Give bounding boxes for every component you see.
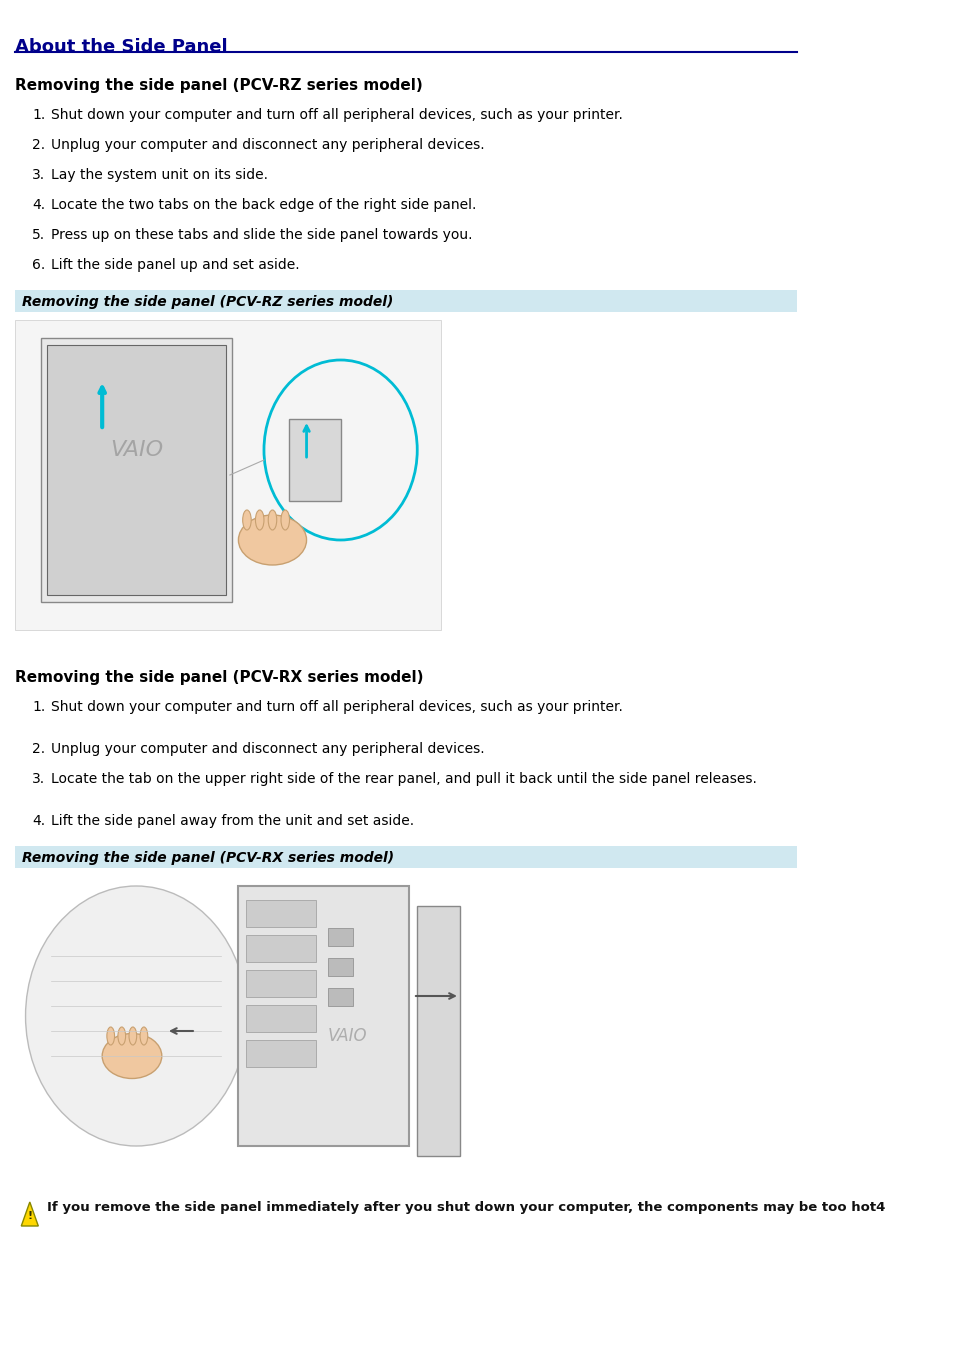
Text: 5.: 5.: [32, 228, 46, 242]
Ellipse shape: [102, 1034, 162, 1078]
FancyBboxPatch shape: [246, 935, 315, 962]
Text: Locate the tab on the upper right side of the rear panel, and pull it back until: Locate the tab on the upper right side o…: [51, 771, 756, 786]
Ellipse shape: [118, 1027, 126, 1046]
Ellipse shape: [242, 509, 251, 530]
FancyBboxPatch shape: [328, 928, 353, 946]
FancyBboxPatch shape: [246, 1040, 315, 1067]
Text: Unplug your computer and disconnect any peripheral devices.: Unplug your computer and disconnect any …: [51, 138, 484, 153]
Ellipse shape: [238, 515, 306, 565]
Text: Unplug your computer and disconnect any peripheral devices.: Unplug your computer and disconnect any …: [51, 742, 484, 757]
Text: If you remove the side panel immediately after you shut down your computer, the : If you remove the side panel immediately…: [47, 1201, 884, 1215]
Ellipse shape: [255, 509, 264, 530]
Text: 1.: 1.: [32, 108, 46, 122]
FancyBboxPatch shape: [246, 1005, 315, 1032]
Text: Removing the side panel (PCV-RZ series model): Removing the side panel (PCV-RZ series m…: [22, 295, 393, 309]
Text: Locate the two tabs on the back edge of the right side panel.: Locate the two tabs on the back edge of …: [51, 199, 476, 212]
FancyBboxPatch shape: [289, 419, 341, 501]
Text: Lift the side panel away from the unit and set aside.: Lift the side panel away from the unit a…: [51, 815, 414, 828]
FancyBboxPatch shape: [15, 290, 796, 312]
FancyBboxPatch shape: [15, 846, 796, 867]
Text: Lay the system unit on its side.: Lay the system unit on its side.: [51, 168, 268, 182]
Text: 1.: 1.: [32, 700, 46, 713]
FancyBboxPatch shape: [15, 320, 440, 630]
Text: Removing the side panel (PCV-RX series model): Removing the side panel (PCV-RX series m…: [22, 851, 394, 865]
Text: Lift the side panel up and set aside.: Lift the side panel up and set aside.: [51, 258, 299, 272]
FancyBboxPatch shape: [246, 970, 315, 997]
Ellipse shape: [107, 1027, 114, 1046]
Text: 3.: 3.: [32, 771, 46, 786]
Text: VAIO: VAIO: [328, 1027, 367, 1046]
FancyBboxPatch shape: [41, 338, 232, 603]
Text: 3.: 3.: [32, 168, 46, 182]
Text: Shut down your computer and turn off all peripheral devices, such as your printe: Shut down your computer and turn off all…: [51, 700, 622, 713]
Ellipse shape: [268, 509, 276, 530]
Text: Shut down your computer and turn off all peripheral devices, such as your printe: Shut down your computer and turn off all…: [51, 108, 622, 122]
FancyBboxPatch shape: [328, 958, 353, 975]
Polygon shape: [21, 1202, 38, 1225]
Text: Press up on these tabs and slide the side panel towards you.: Press up on these tabs and slide the sid…: [51, 228, 472, 242]
Circle shape: [26, 886, 247, 1146]
Ellipse shape: [140, 1027, 148, 1046]
Text: Removing the side panel (PCV-RZ series model): Removing the side panel (PCV-RZ series m…: [15, 78, 422, 93]
Text: 2.: 2.: [32, 742, 46, 757]
Text: Removing the side panel (PCV-RX series model): Removing the side panel (PCV-RX series m…: [15, 670, 423, 685]
Text: !: !: [28, 1210, 32, 1221]
FancyBboxPatch shape: [416, 907, 459, 1156]
Ellipse shape: [129, 1027, 136, 1046]
Text: 4.: 4.: [32, 199, 46, 212]
Text: About the Side Panel: About the Side Panel: [15, 38, 228, 55]
Text: 2.: 2.: [32, 138, 46, 153]
Text: VAIO: VAIO: [111, 440, 164, 459]
FancyBboxPatch shape: [328, 988, 353, 1006]
FancyBboxPatch shape: [47, 345, 226, 594]
Text: 4.: 4.: [32, 815, 46, 828]
Ellipse shape: [281, 509, 289, 530]
Text: 6.: 6.: [32, 258, 46, 272]
FancyBboxPatch shape: [238, 886, 408, 1146]
FancyBboxPatch shape: [246, 900, 315, 927]
